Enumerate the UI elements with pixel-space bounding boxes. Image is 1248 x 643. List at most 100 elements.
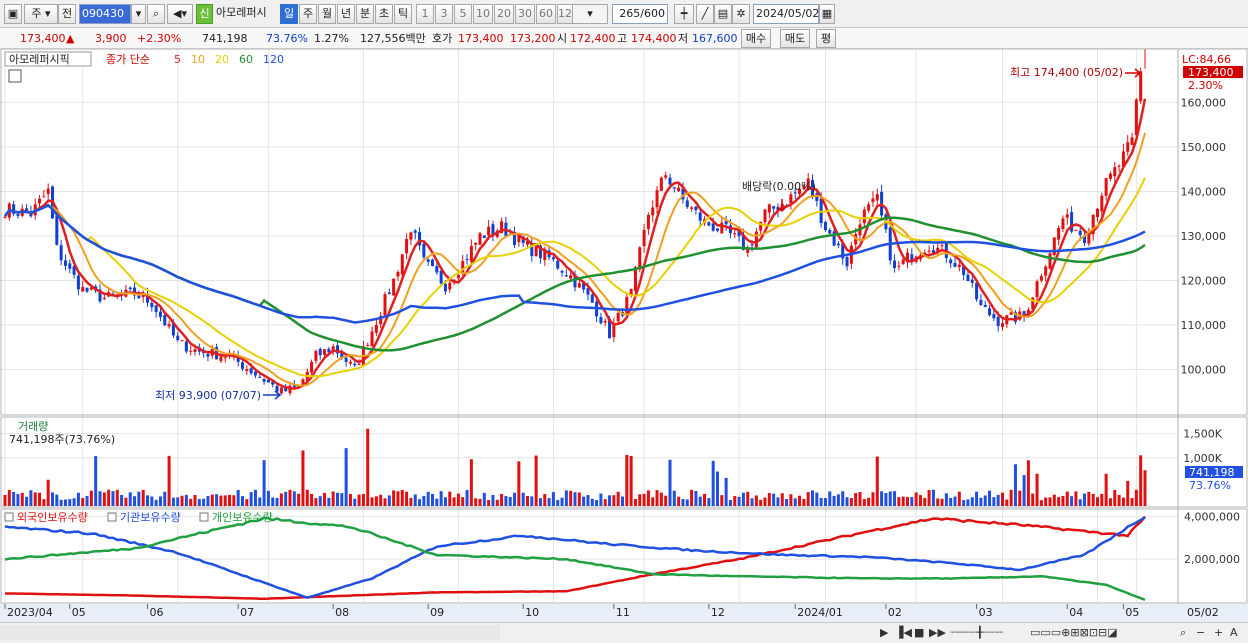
interval-tab[interactable]: 20 bbox=[494, 4, 514, 24]
candle-body bbox=[1048, 253, 1052, 269]
candle-body bbox=[927, 250, 931, 252]
holding-legend-box bbox=[107, 512, 117, 522]
candle-body bbox=[63, 260, 67, 266]
volume-bar bbox=[124, 497, 128, 506]
candle-body bbox=[98, 289, 102, 302]
volume-bar bbox=[279, 493, 283, 506]
volume-bar bbox=[145, 495, 150, 506]
gear-icon[interactable]: ✲ bbox=[732, 4, 750, 24]
change-percent: +2.30% bbox=[137, 32, 182, 45]
grid-lines bbox=[0, 49, 1178, 602]
candle-body bbox=[284, 386, 288, 392]
volume-bar bbox=[1044, 497, 1048, 506]
code-dropdown-icon[interactable]: ▾ bbox=[131, 4, 146, 24]
chart-area[interactable]: 100,000 110,000 120,000 130,000 140,000 150,0… bbox=[0, 49, 1248, 622]
layout-icon[interactable]: ▣ bbox=[4, 4, 22, 24]
plus-icon[interactable]: + bbox=[1214, 626, 1224, 639]
period-tab[interactable]: 년 bbox=[337, 4, 355, 24]
period-tab[interactable]: 일 bbox=[280, 4, 298, 24]
turnover-percent: 1.27% bbox=[314, 32, 349, 45]
candle-body bbox=[89, 287, 93, 290]
candle-body bbox=[793, 192, 797, 194]
zoom-icon[interactable]: ⌕ bbox=[1180, 626, 1187, 639]
stop-icon[interactable]: ■ bbox=[914, 626, 925, 639]
volume-bar bbox=[396, 491, 400, 506]
holding-panel[interactable] bbox=[4, 515, 1146, 601]
volume-bar bbox=[599, 493, 603, 506]
period-tab[interactable]: 분 bbox=[356, 4, 374, 24]
candle-body bbox=[439, 270, 443, 284]
volume-bar bbox=[266, 490, 270, 506]
volume-bar bbox=[953, 496, 957, 506]
count-field[interactable]: 265/600 bbox=[612, 4, 668, 24]
volume-panel[interactable] bbox=[3, 428, 1147, 506]
candle-body bbox=[910, 254, 914, 261]
font-icon[interactable]: A bbox=[1230, 626, 1238, 639]
buy-button[interactable]: 매수 bbox=[741, 29, 771, 48]
interval-tab[interactable]: 30 bbox=[515, 4, 535, 24]
interval-tab[interactable]: 1 bbox=[416, 4, 434, 24]
period-tab[interactable]: 틱 bbox=[394, 4, 412, 24]
zoom-slider[interactable]: ┈┈┈┈╂┈┈┈ bbox=[950, 626, 1003, 639]
volume-bar bbox=[685, 499, 689, 506]
minus-icon[interactable]: − bbox=[1196, 626, 1206, 639]
candle-body bbox=[184, 341, 188, 352]
price-panel[interactable] bbox=[3, 49, 1147, 400]
period-tab[interactable]: 주 bbox=[299, 4, 317, 24]
volume-bar bbox=[1031, 493, 1035, 506]
period-select[interactable]: 주 ▾ bbox=[24, 4, 58, 24]
volume-bar bbox=[767, 493, 771, 506]
search-icon[interactable]: ⌕ bbox=[147, 4, 165, 24]
candle-body bbox=[348, 361, 352, 364]
play-next-icon[interactable]: ▶ bbox=[880, 626, 889, 639]
speaker-icon[interactable]: ◀▾ bbox=[167, 4, 193, 24]
line-tool-icon[interactable]: ╱ bbox=[696, 4, 714, 24]
price-tick-label: 120,000 bbox=[1181, 274, 1227, 287]
candle-body bbox=[154, 305, 158, 312]
fast-forward-icon[interactable]: ▶▶ bbox=[929, 626, 946, 639]
low-price: 167,600 bbox=[692, 32, 738, 45]
candle-body bbox=[102, 298, 106, 300]
candle-style-icon[interactable]: ┿ bbox=[674, 4, 694, 24]
scroll-track[interactable] bbox=[0, 625, 500, 640]
date-input[interactable]: 2024/05/02 bbox=[753, 4, 819, 24]
save-icon[interactable]: ▤ bbox=[714, 4, 732, 24]
candle-body bbox=[55, 215, 59, 245]
interval-tab[interactable]: 5 bbox=[454, 4, 472, 24]
candle-body bbox=[841, 243, 845, 259]
volume-bar bbox=[819, 497, 823, 506]
volume-bar bbox=[409, 498, 413, 506]
calendar-icon[interactable]: ▦ bbox=[819, 4, 835, 24]
minute-dropdown[interactable]: ▾ bbox=[572, 4, 608, 24]
prev-button[interactable]: 전 bbox=[58, 4, 76, 24]
volume-bar bbox=[413, 494, 417, 506]
period-tab[interactable]: 초 bbox=[375, 4, 393, 24]
candle-body bbox=[733, 233, 737, 235]
volume-bar bbox=[707, 498, 711, 506]
candle-body bbox=[767, 204, 771, 213]
period-tab[interactable]: 월 bbox=[318, 4, 336, 24]
eval-button[interactable]: 평 bbox=[816, 29, 836, 48]
candle-body bbox=[72, 266, 76, 275]
interval-tab[interactable]: 10 bbox=[473, 4, 493, 24]
play-start-icon[interactable]: ▐◀ bbox=[895, 626, 912, 639]
candle-body bbox=[582, 281, 586, 290]
interval-tab[interactable]: 3 bbox=[435, 4, 453, 24]
candle-body bbox=[957, 264, 961, 267]
stock-code-input[interactable]: 090430 bbox=[79, 4, 131, 24]
candle-body bbox=[46, 188, 50, 194]
ma-legend-item: 5 bbox=[174, 53, 181, 66]
volume-bar bbox=[888, 491, 892, 506]
sell-button[interactable]: 매도 bbox=[780, 29, 810, 48]
volume-bar bbox=[102, 492, 106, 506]
volume-bar bbox=[823, 498, 827, 506]
tool-icons[interactable]: ▭▭▭⊕⊞⊠⊡⊟◪ bbox=[1030, 626, 1118, 639]
last-volume-label: 741,198 bbox=[1189, 466, 1235, 479]
volume-bar bbox=[724, 477, 728, 506]
volume-bar bbox=[897, 497, 901, 506]
table-toggle-icon[interactable] bbox=[8, 69, 22, 83]
interval-tab[interactable]: 60 bbox=[536, 4, 556, 24]
volume-bar bbox=[940, 498, 944, 506]
volume-bar bbox=[340, 493, 344, 506]
volume-bar bbox=[1087, 491, 1091, 506]
